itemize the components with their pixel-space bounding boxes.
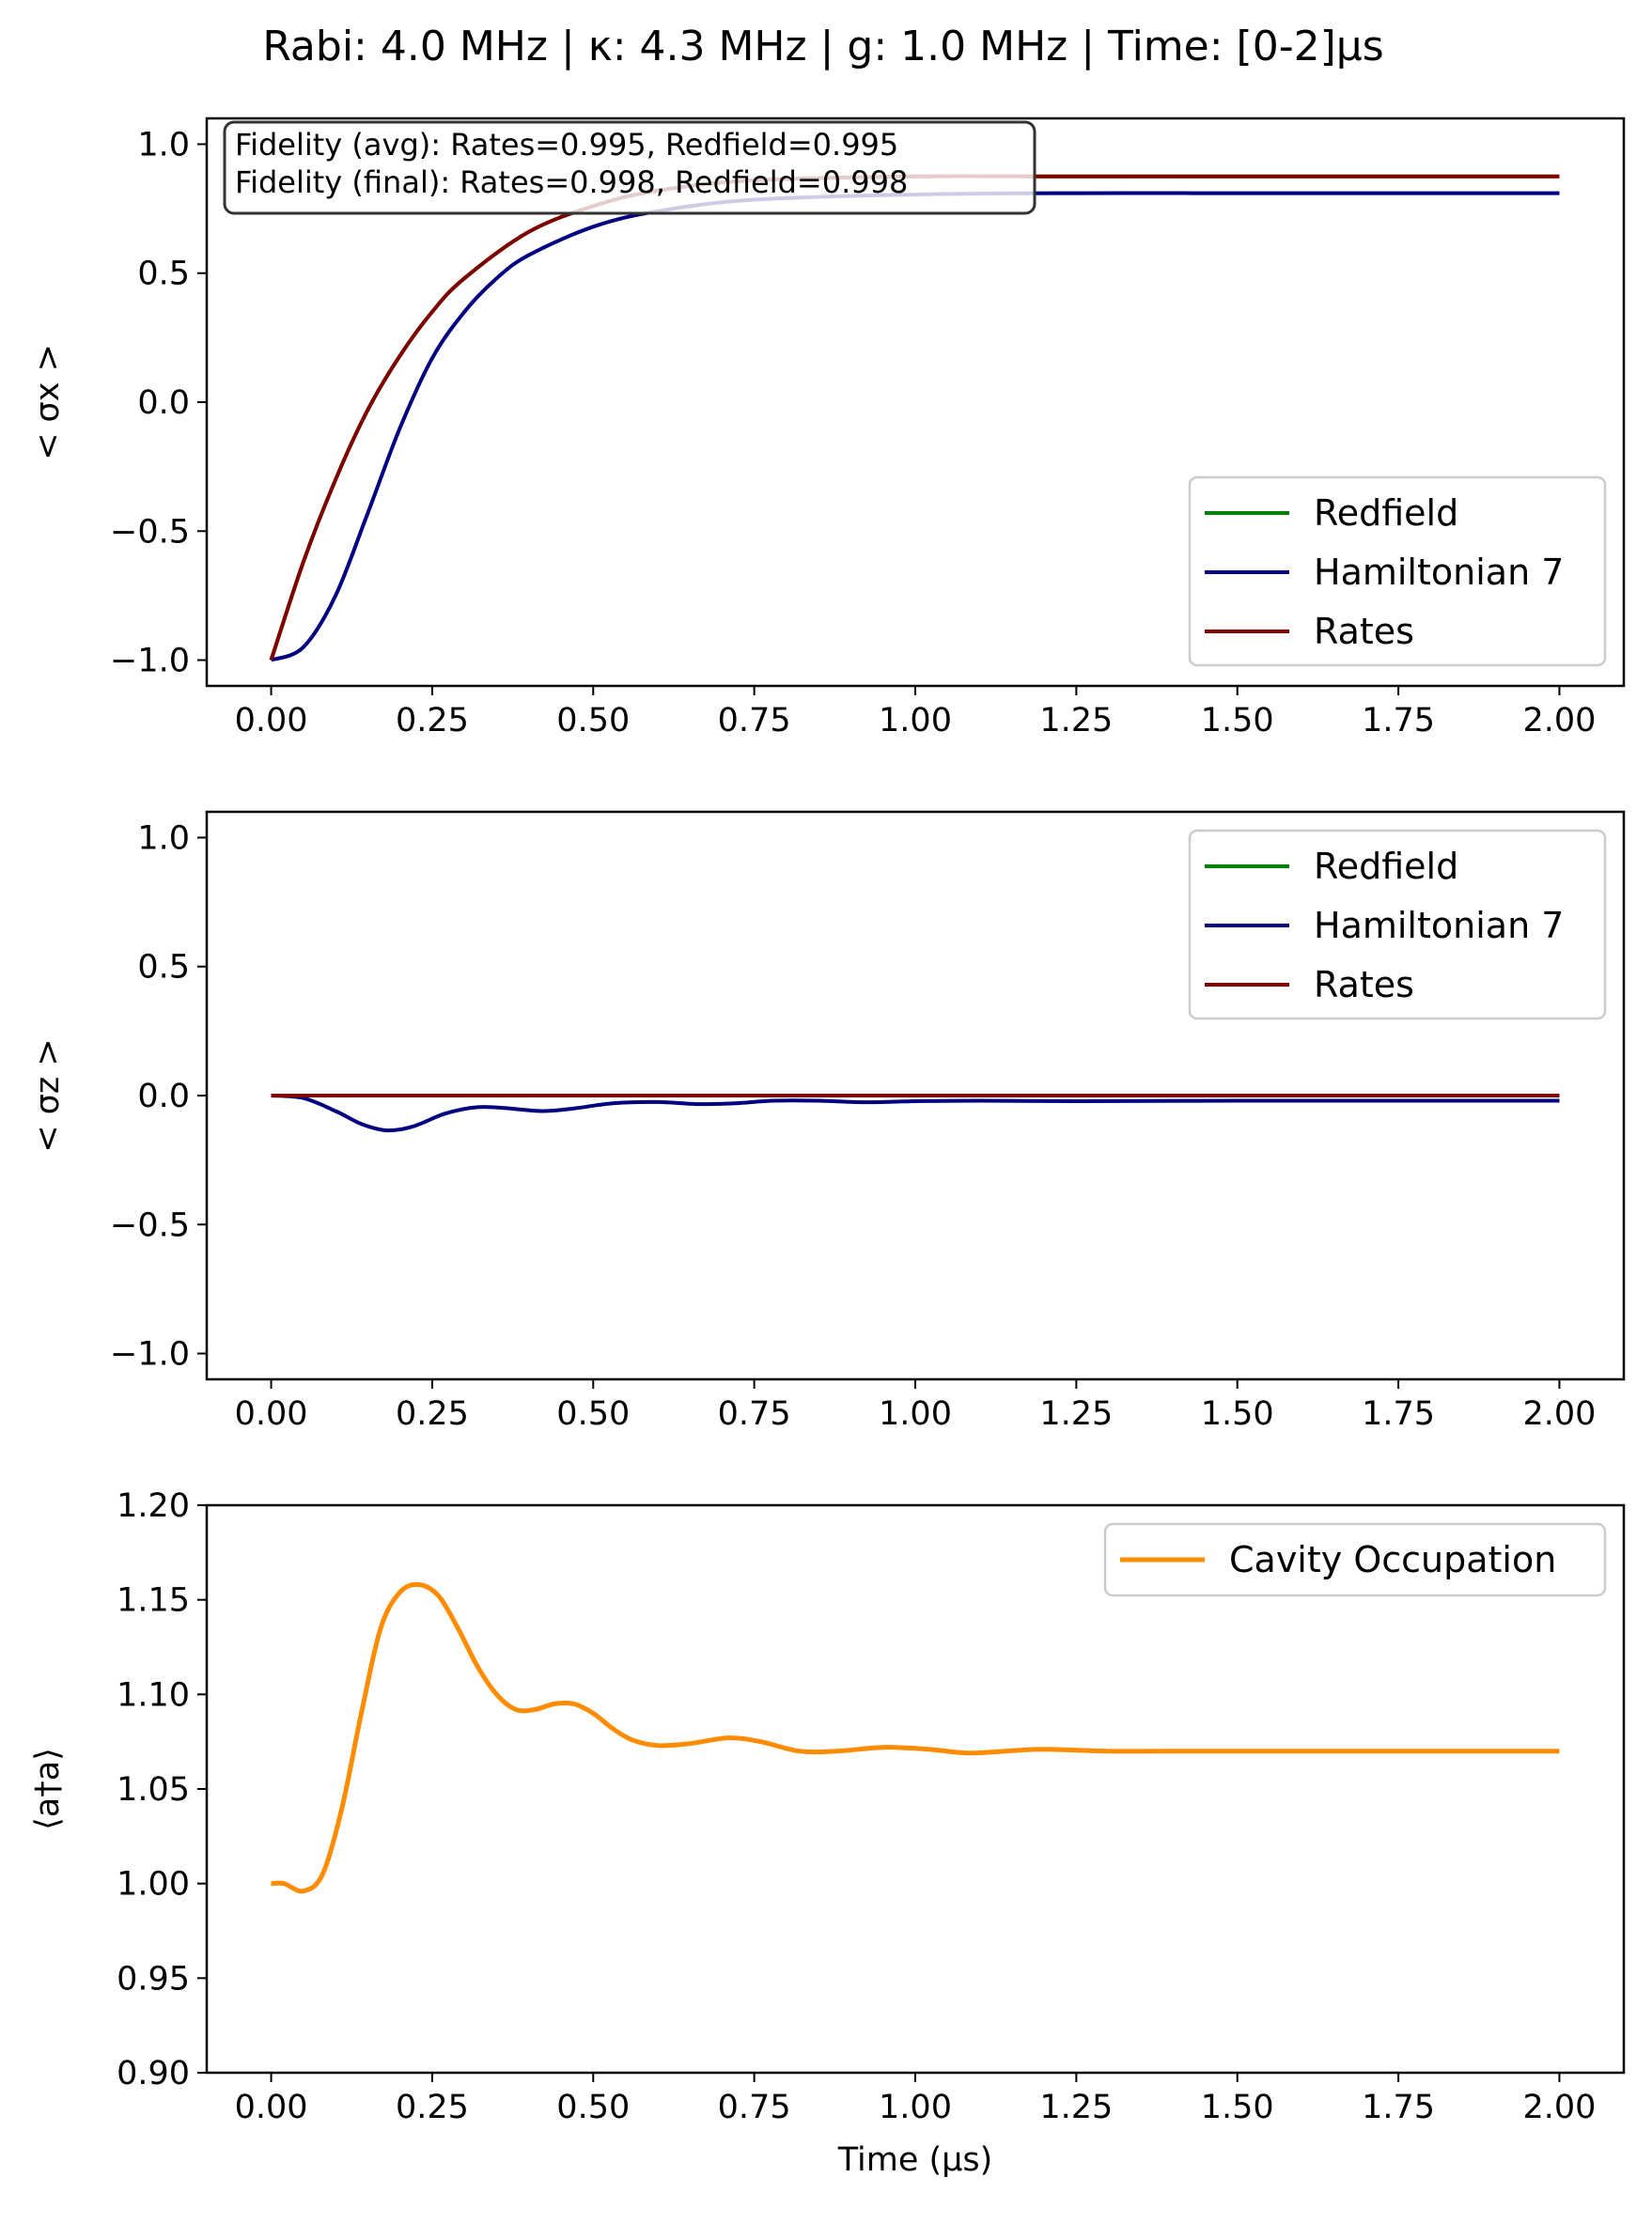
y-tick-label: 0.0 xyxy=(137,1078,190,1115)
legend: Redfield Hamiltonian 7 Rates xyxy=(1188,475,1607,667)
x-tick-label: 1.25 xyxy=(1039,2089,1113,2126)
y-axis-label: ⟨a†a⟩ xyxy=(29,1748,67,1830)
legend: Redfield Hamiltonian 7 Rates xyxy=(1188,829,1607,1020)
legend-box xyxy=(1188,829,1607,1020)
y-tick-label: 1.10 xyxy=(117,1676,190,1714)
x-tick-label: 1.00 xyxy=(879,2089,952,2126)
x-tick-label: 0.25 xyxy=(396,1395,469,1433)
x-tick-label: 1.75 xyxy=(1362,2089,1435,2126)
legend-box xyxy=(1103,1522,1607,1597)
fidelity-annotation: Fidelity (avg): Rates=0.995, Redfield=0.… xyxy=(223,120,1036,215)
panel-sigma-x: 0.00 0.25 0.50 0.75 1.00 1.25 1.50 1.75 2.00 −1.0… xyxy=(29,117,1626,739)
y-tick-label: 1.0 xyxy=(137,126,190,163)
x-tick-label: 0.75 xyxy=(718,1395,791,1433)
fidelity-final-text: Fidelity (final): Rates=0.998, Redfield=… xyxy=(235,164,908,200)
y-tick-label: 1.05 xyxy=(117,1771,190,1809)
x-tick-label: 1.50 xyxy=(1201,702,1274,739)
y-tick-label: 0.5 xyxy=(137,256,190,293)
y-axis-label: < σz > xyxy=(29,1038,67,1152)
y-tick-label: 0.0 xyxy=(137,384,190,422)
legend-label: Cavity Occupation xyxy=(1229,1539,1556,1580)
x-tick-label: 1.00 xyxy=(879,1395,952,1433)
legend-label: Redfield xyxy=(1314,492,1458,534)
series-line-cavity-occupation xyxy=(271,1581,1560,1894)
x-tick-label: 1.00 xyxy=(879,702,952,739)
series-line-hamiltonian-7 xyxy=(271,1094,1560,1133)
y-tick-label: −1.0 xyxy=(110,643,190,680)
axes-frame xyxy=(205,1503,1626,2075)
legend: Cavity Occupation xyxy=(1103,1522,1607,1597)
legend-box xyxy=(1188,475,1607,667)
panel-sigma-z: 0.00 0.25 0.50 0.75 1.00 1.25 1.50 1.75 2.00 −1.0… xyxy=(29,810,1626,1433)
x-tick-label: 0.75 xyxy=(718,702,791,739)
fidelity-annotation-box xyxy=(223,120,1036,215)
series-line-hamiltonian-7 xyxy=(270,191,1560,662)
fidelity-avg-text: Fidelity (avg): Rates=0.995, Redfield=0.… xyxy=(235,127,898,163)
y-tick-label: −0.5 xyxy=(110,513,190,551)
legend-label: Hamiltonian 7 xyxy=(1314,552,1564,593)
x-tick-label: 1.25 xyxy=(1039,702,1113,739)
x-tick-label: 1.50 xyxy=(1201,1395,1274,1433)
y-tick-label: 1.20 xyxy=(117,1487,190,1525)
y-tick-label: 1.15 xyxy=(117,1582,190,1620)
y-tick-label: 0.95 xyxy=(117,1960,190,1998)
x-tick-label: 1.75 xyxy=(1362,702,1435,739)
x-tick-label: 0.00 xyxy=(235,1395,308,1433)
axes-frame xyxy=(205,810,1626,1381)
panel-cavity: 0.00 0.25 0.50 0.75 1.00 1.25 1.50 1.75 2.00 0.90… xyxy=(29,1487,1626,2179)
x-tick-label: 2.00 xyxy=(1522,702,1596,739)
x-tick-label: 2.00 xyxy=(1522,2089,1596,2126)
x-tick-label: 0.25 xyxy=(396,2089,469,2126)
x-tick-label: 0.00 xyxy=(235,702,308,739)
legend-label: Redfield xyxy=(1314,846,1458,887)
x-tick-label: 0.25 xyxy=(396,702,469,739)
y-tick-label: −0.5 xyxy=(110,1206,190,1244)
x-tick-label: 1.50 xyxy=(1201,2089,1274,2126)
x-tick-label: 0.00 xyxy=(235,2089,308,2126)
y-tick-label: 1.0 xyxy=(137,819,190,857)
x-tick-label: 1.25 xyxy=(1039,1395,1113,1433)
x-axis-label: Time (μs) xyxy=(837,2141,993,2179)
x-tick-label: 0.50 xyxy=(556,702,630,739)
y-tick-label: 0.5 xyxy=(137,949,190,987)
legend-label: Rates xyxy=(1314,964,1414,1005)
x-tick-label: 0.50 xyxy=(556,2089,630,2126)
y-tick-label: 0.90 xyxy=(117,2055,190,2092)
y-tick-label: 1.00 xyxy=(117,1866,190,1904)
figure-title: Rabi: 4.0 MHz | κ: 4.3 MHz | g: 1.0 MHz … xyxy=(262,23,1383,70)
x-tick-label: 2.00 xyxy=(1522,1395,1596,1433)
y-tick-label: −1.0 xyxy=(110,1336,190,1374)
legend-label: Hamiltonian 7 xyxy=(1314,905,1564,946)
x-tick-label: 0.75 xyxy=(718,2089,791,2126)
x-tick-label: 0.50 xyxy=(556,1395,630,1433)
x-tick-label: 1.75 xyxy=(1362,1395,1435,1433)
y-axis-label: < σx > xyxy=(29,344,67,460)
axes-frame xyxy=(205,117,1626,688)
legend-label: Rates xyxy=(1314,611,1414,652)
